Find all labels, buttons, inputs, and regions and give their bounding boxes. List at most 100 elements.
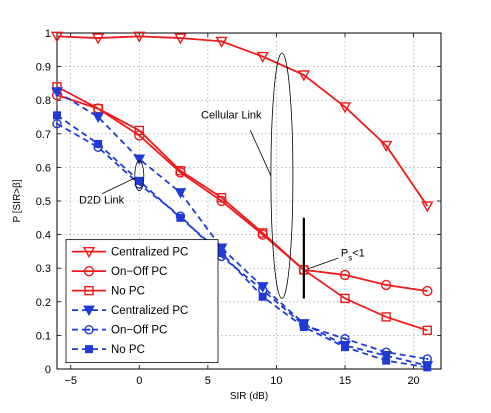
- data-point-1-7: [339, 269, 351, 281]
- data-point-0-5: [256, 51, 269, 63]
- x-tick-label: 15: [339, 375, 351, 387]
- legend: Centralized PC On−Off PC No PC Centralized …: [65, 239, 219, 364]
- ps-label: Ps<1: [341, 247, 365, 262]
- x-tick-label: 20: [407, 375, 419, 387]
- legend-label: No PC: [111, 344, 145, 356]
- ps-arrow: [307, 257, 339, 270]
- data-point-4-7-dot: [343, 337, 347, 340]
- legend-label: On−Off PC: [111, 266, 167, 278]
- data-point-0-0: [50, 31, 64, 43]
- y-tick-label: 0.8: [36, 95, 51, 107]
- legend-label: On−Off PC: [111, 325, 167, 337]
- d2d-link-label: D2D Link: [79, 194, 125, 206]
- data-point-2-9: [422, 325, 432, 336]
- data-point-4-0-dot: [55, 122, 59, 125]
- data-point-4-9-dot: [426, 357, 429, 361]
- ps-label-subscript: s: [348, 253, 352, 262]
- series-line-0: [56, 35, 429, 207]
- y-axis-label: P [SIR>β]: [12, 179, 23, 222]
- data-point-4-7: [340, 334, 350, 344]
- data-point-4-5-dot: [261, 288, 264, 292]
- legend-swatch-marker: [83, 305, 95, 317]
- legend-swatch-marker: [82, 246, 96, 259]
- y-tick-label: 0.6: [36, 162, 51, 174]
- data-point-3-0: [51, 87, 63, 98]
- y-tick-label: 0.7: [36, 129, 51, 141]
- legend-item-1: On−Off PC: [72, 265, 167, 278]
- data-point-2-5: [258, 228, 268, 238]
- cellular-link-label: Cellular Link: [201, 110, 262, 122]
- data-point-5-5: [258, 292, 267, 301]
- y-tick-label: 1: [45, 28, 51, 40]
- data-point-3-1: [92, 112, 104, 124]
- series-layer: [50, 31, 434, 372]
- data-point-0-9: [421, 201, 434, 213]
- data-point-5-2: [135, 176, 144, 185]
- series-0: [50, 31, 434, 213]
- data-point-2-2: [134, 125, 144, 136]
- data-point-2-8: [381, 312, 391, 322]
- series-2: [52, 82, 432, 336]
- legend-label: Centralized PC: [111, 305, 188, 317]
- y-tick-label: 0.1: [36, 330, 51, 342]
- data-point-5-1: [94, 139, 103, 148]
- legend-swatch-marker: [83, 265, 95, 277]
- legend-swatch-marker: [84, 285, 94, 296]
- annotations: Cellular Link D2D Link Ps<1: [79, 52, 365, 299]
- data-point-5-9: [423, 363, 432, 372]
- y-tick-label: 0.9: [36, 62, 51, 74]
- legend-item-4: On−Off PC: [72, 325, 167, 337]
- legend-item-5: No PC: [72, 344, 145, 356]
- data-point-3-4: [215, 243, 228, 255]
- legend-item-2: No PC: [72, 286, 145, 298]
- data-point-3-3: [174, 188, 187, 199]
- data-point-0-1: [91, 33, 105, 45]
- ps-label-suffix: <1: [352, 247, 365, 259]
- y-tick-label: 0.2: [36, 297, 51, 309]
- series-5: [53, 111, 432, 372]
- y-tick-label: 0.3: [36, 263, 51, 275]
- ps-label-main: P: [341, 247, 348, 259]
- data-point-4-9: [422, 354, 432, 364]
- series-line-5: [56, 114, 428, 369]
- legend-box: [65, 239, 219, 364]
- x-axis-label: SIR (dB): [230, 391, 268, 402]
- data-point-4-8: [381, 347, 391, 357]
- y-tick-label: 0: [45, 364, 51, 376]
- data-point-0-4: [215, 36, 228, 48]
- d2d-link-arrow: [102, 177, 135, 194]
- data-point-0-2: [133, 31, 146, 43]
- data-point-5-7: [341, 343, 349, 352]
- series-line-1: [56, 94, 428, 292]
- data-point-0-6: [297, 70, 311, 82]
- x-tick-label: 10: [270, 375, 282, 387]
- data-point-2-7: [340, 293, 350, 304]
- legend-label: No PC: [111, 286, 145, 298]
- data-point-5-8: [382, 356, 391, 365]
- data-point-3-2: [133, 154, 146, 166]
- data-point-1-9: [422, 285, 433, 297]
- data-point-5-4: [217, 249, 226, 258]
- x-tick-label: 5: [205, 375, 211, 387]
- axis-ticks: −5 0 5 10 15 20 0 0.1 0.2 0.3 0.4 0.5 0.6 0.7 0.8 0.9 1: [36, 28, 441, 387]
- legend-item-3: Centralized PC: [72, 305, 188, 317]
- data-point-2-3: [175, 166, 186, 176]
- data-point-0-3: [174, 33, 187, 45]
- data-point-4-0: [52, 119, 62, 129]
- data-point-5-3: [176, 213, 185, 222]
- x-tick-label: −5: [64, 375, 77, 387]
- legend-swatch-marker: [85, 345, 93, 354]
- data-point-1-8: [380, 279, 392, 291]
- data-point-5-6: [299, 323, 308, 331]
- plot-frame: [56, 32, 442, 370]
- data-point-0-7: [338, 102, 352, 114]
- legend-swatch-marker-dot: [87, 328, 91, 331]
- data-point-0-8: [379, 140, 393, 153]
- y-tick-label: 0.4: [36, 230, 51, 242]
- d2d-link-ellipse: [134, 160, 145, 192]
- series-line-2: [56, 85, 428, 332]
- legend-swatch-marker: [84, 324, 94, 335]
- x-tick-label: 0: [136, 375, 142, 387]
- data-point-2-4: [216, 192, 227, 203]
